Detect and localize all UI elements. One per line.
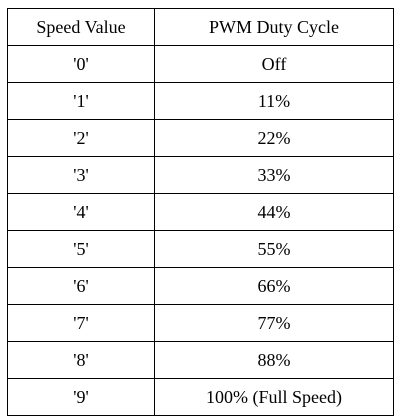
- speed-duty-table: Speed Value PWM Duty Cycle '0' Off '1' 1…: [7, 8, 394, 416]
- speed-value-cell: '6': [7, 267, 155, 305]
- speed-value-cell: '2': [7, 119, 155, 157]
- header-speed-value: Speed Value: [7, 8, 155, 46]
- speed-value-cell: '9': [7, 378, 155, 416]
- table-header: Speed Value PWM Duty Cycle: [7, 8, 394, 46]
- header-row: Speed Value PWM Duty Cycle: [7, 8, 394, 46]
- table-row: '4' 44%: [7, 193, 394, 231]
- table-body: '0' Off '1' 11% '2' 22% '3' 33% '4' 44% …: [7, 45, 394, 416]
- speed-value-cell: '1': [7, 82, 155, 120]
- duty-cycle-cell: 66%: [154, 267, 394, 305]
- table-row: '7' 77%: [7, 304, 394, 342]
- table-row: '9' 100% (Full Speed): [7, 378, 394, 416]
- speed-value-cell: '4': [7, 193, 155, 231]
- speed-value-cell: '5': [7, 230, 155, 268]
- duty-cycle-cell: 88%: [154, 341, 394, 379]
- table-row: '5' 55%: [7, 230, 394, 268]
- table-row: '1' 11%: [7, 82, 394, 120]
- table-row: '6' 66%: [7, 267, 394, 305]
- duty-cycle-cell: 33%: [154, 156, 394, 194]
- duty-cycle-cell: Off: [154, 45, 394, 83]
- duty-cycle-cell: 11%: [154, 82, 394, 120]
- duty-cycle-cell: 22%: [154, 119, 394, 157]
- table-row: '0' Off: [7, 45, 394, 83]
- speed-value-cell: '0': [7, 45, 155, 83]
- speed-value-cell: '3': [7, 156, 155, 194]
- table-row: '3' 33%: [7, 156, 394, 194]
- duty-cycle-cell: 44%: [154, 193, 394, 231]
- table-row: '2' 22%: [7, 119, 394, 157]
- speed-value-cell: '7': [7, 304, 155, 342]
- duty-cycle-cell: 100% (Full Speed): [154, 378, 394, 416]
- table-row: '8' 88%: [7, 341, 394, 379]
- duty-cycle-cell: 55%: [154, 230, 394, 268]
- header-pwm-duty-cycle: PWM Duty Cycle: [154, 8, 394, 46]
- duty-cycle-cell: 77%: [154, 304, 394, 342]
- speed-value-cell: '8': [7, 341, 155, 379]
